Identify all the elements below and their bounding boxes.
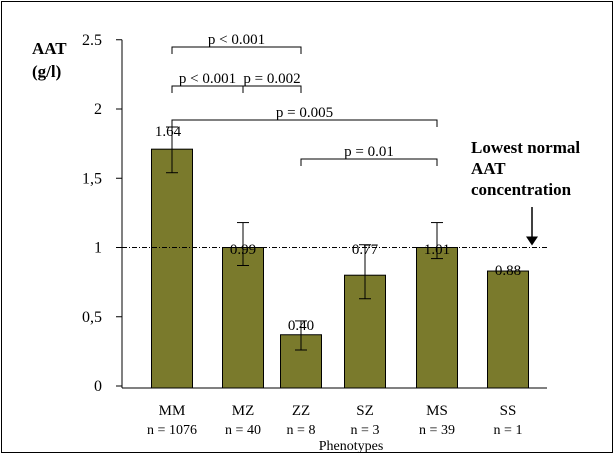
significance-bracket <box>242 85 302 93</box>
category-label-mm: MM <box>159 403 186 419</box>
category-label-ms: MS <box>426 403 448 419</box>
y-tick-label: 0 <box>94 378 102 395</box>
y-tick-label: 2.5 <box>82 32 102 49</box>
x-axis-title: Phenotypes <box>319 439 384 454</box>
value-label-ms: 1.01 <box>424 242 450 258</box>
n-label-zz: n = 8 <box>287 423 316 438</box>
value-label-mm: 1.64 <box>155 124 182 140</box>
value-label-sz: 0.77 <box>352 242 379 258</box>
category-label-sz: SZ <box>356 403 374 419</box>
y-axis-title: AAT <box>32 39 67 58</box>
n-label-ms: n = 39 <box>419 423 455 438</box>
significance-bracket <box>171 85 244 93</box>
bar-mz <box>222 247 264 389</box>
category-label-mz: MZ <box>232 403 255 419</box>
value-label-ss: 0.88 <box>495 263 521 279</box>
significance-label: p < 0.001 <box>179 71 236 87</box>
significance-label: p < 0.001 <box>208 32 265 48</box>
y-tick-label: 2 <box>94 101 102 118</box>
significance-bracket <box>171 119 438 127</box>
reference-arrow-head <box>526 236 538 246</box>
bar-mm <box>151 148 193 389</box>
reference-annotation: AAT <box>471 159 506 178</box>
bar-ss <box>487 270 529 389</box>
n-label-mm: n = 1076 <box>147 423 197 438</box>
category-label-zz: ZZ <box>292 403 310 419</box>
y-tick-label: 1 <box>94 240 102 257</box>
n-label-mz: n = 40 <box>225 423 261 438</box>
y-tick-label: 1,5 <box>82 170 102 187</box>
bar-ms <box>416 247 458 389</box>
significance-bracket <box>171 46 302 54</box>
y-tick-label: 0,5 <box>82 309 102 326</box>
significance-bracket <box>300 158 438 166</box>
value-label-zz: 0.40 <box>288 318 314 334</box>
reference-annotation: Lowest normal <box>471 138 580 157</box>
significance-label: p = 0.005 <box>276 105 333 121</box>
significance-label: p = 0.01 <box>344 144 394 160</box>
value-label-mz: 0.99 <box>230 242 256 258</box>
y-axis-title: (g/l) <box>32 62 61 81</box>
n-label-sz: n = 3 <box>351 423 380 438</box>
reference-annotation: concentration <box>471 180 572 199</box>
category-label-ss: SS <box>500 403 517 419</box>
significance-label: p = 0.002 <box>243 71 300 87</box>
n-label-ss: n = 1 <box>494 423 523 438</box>
